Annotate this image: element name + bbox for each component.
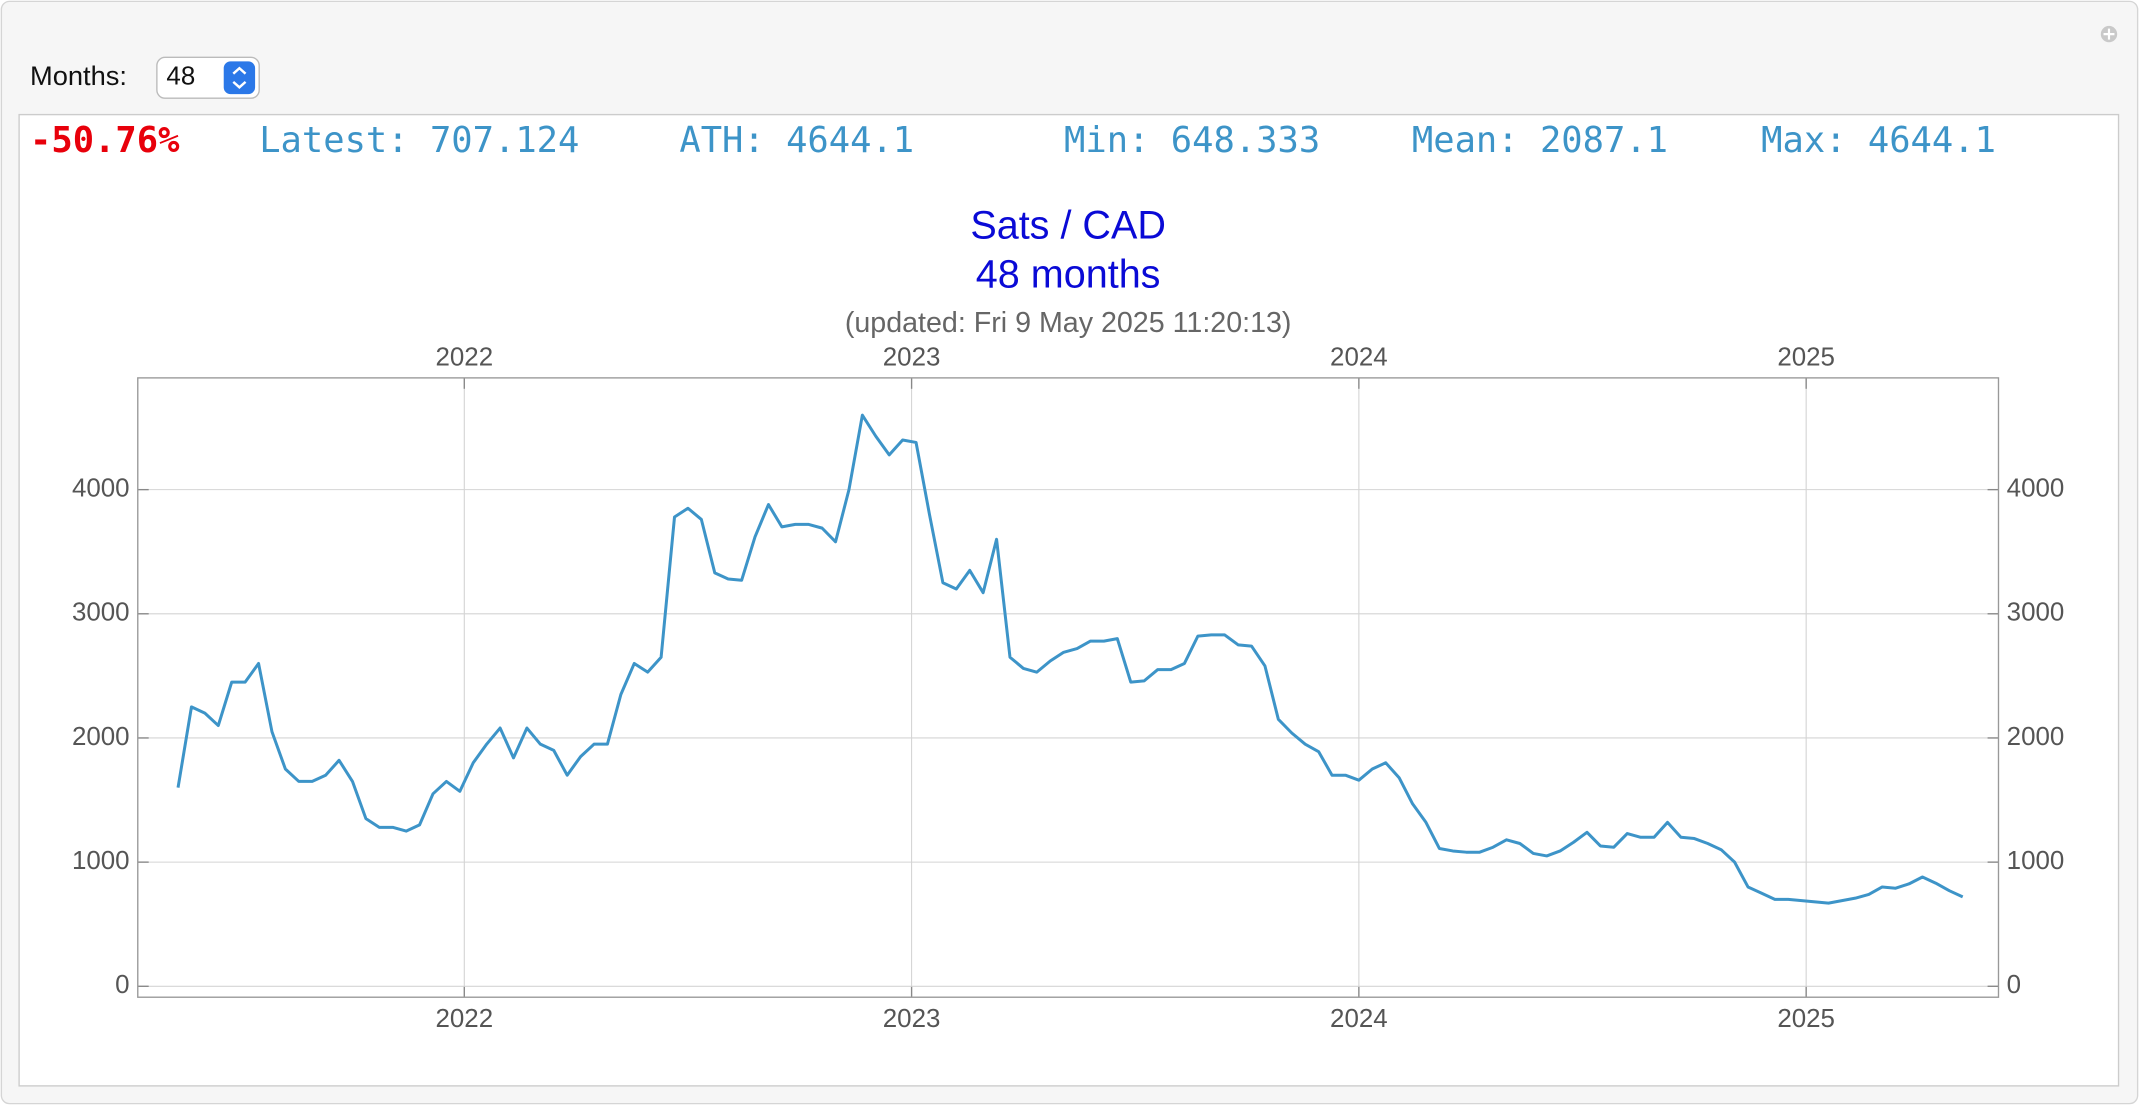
chart-title: Sats / CAD [970, 203, 1166, 247]
select-button[interactable] [223, 61, 256, 95]
x-tick-label: 2023 [883, 1005, 941, 1033]
y-tick-label: 0 [115, 971, 129, 999]
plot-frame [137, 377, 2000, 998]
select-value: 48 [166, 63, 195, 91]
y-tick-label-right: 1000 [2007, 847, 2065, 875]
months-label: Months: [30, 60, 127, 91]
x-tick-label: 2024 [1330, 1005, 1388, 1033]
y-tick-label: 2000 [72, 723, 130, 751]
ath: ATH: 4644.1 [679, 120, 914, 161]
y-tick-label-right: 4000 [2007, 474, 2065, 502]
x-tick-label-top: 2023 [883, 344, 941, 372]
select-arrows [232, 66, 247, 89]
change-percent: -50.76% [30, 120, 180, 161]
y-tick-label: 3000 [72, 599, 130, 627]
plot: 2022 2022 2023 2023 2024 2024 2025 2025 0 0 1000 10… [72, 344, 2064, 1034]
series-line [176, 413, 1964, 905]
y-tick-label: 4000 [72, 474, 130, 502]
y-tick-label: 1000 [72, 847, 130, 875]
x-tick-label-top: 2022 [435, 344, 493, 372]
chart-subtitle: 48 months [976, 252, 1161, 296]
x-tick-label-top: 2024 [1330, 344, 1388, 372]
y-tick-label-right: 0 [2007, 971, 2021, 999]
y-tick-label-right: 2000 [2007, 723, 2065, 751]
x-tick-label: 2022 [435, 1005, 493, 1033]
y-tick-label-right: 3000 [2007, 599, 2065, 627]
max: Max: 4644.1 [1761, 120, 1996, 161]
min: Min: 648.333 [1064, 120, 1320, 161]
months-select[interactable]: 48 [156, 56, 260, 99]
close-icon [2103, 28, 2115, 40]
latest: Latest: 707.124 [259, 120, 579, 161]
output-panel [18, 113, 2120, 1087]
x-tick-label-top: 2025 [1777, 344, 1835, 372]
mean: Mean: 2087.1 [1412, 120, 1668, 161]
x-tick-label: 2025 [1777, 1005, 1835, 1033]
chart-note: (updated: Fri 9 May 2025 11:20:13) [845, 307, 1292, 339]
